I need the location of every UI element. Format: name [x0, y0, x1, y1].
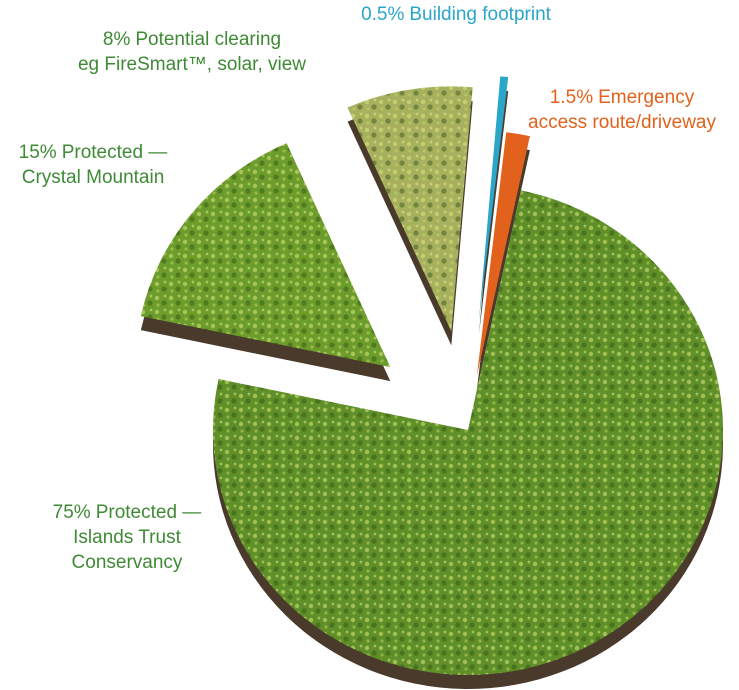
slice-label: 75% Protected —	[53, 502, 202, 523]
slice-depth	[478, 90, 509, 335]
slice	[478, 76, 509, 321]
slice-texture	[140, 143, 391, 368]
category-label: Crystal Mountain	[22, 167, 165, 188]
slice-depth	[476, 146, 530, 390]
slice-label: 1.5% Emergency	[550, 87, 695, 108]
slice-texture	[212, 190, 723, 676]
value-label: 75%	[53, 502, 91, 523]
slice	[476, 132, 530, 376]
category-label: Islands Trust	[73, 527, 181, 548]
category-label: Protected —	[62, 142, 168, 163]
slice-texture	[347, 86, 473, 332]
value-label: 15%	[19, 142, 57, 163]
category-label: Emergency	[598, 87, 695, 108]
category-label: Potential clearing	[135, 29, 281, 50]
value-label: 1.5%	[550, 87, 593, 108]
slice-label: 0.5% Building footprint	[361, 4, 552, 25]
value-label: 0.5%	[361, 4, 404, 25]
category-label: access route/driveway	[528, 112, 716, 133]
category-label: Building footprint	[409, 4, 551, 25]
category-label: Conservancy	[72, 552, 183, 573]
value-label: 8%	[103, 29, 131, 50]
category-label: Protected —	[96, 502, 202, 523]
category-label: eg FireSmart™, solar, view	[78, 54, 306, 75]
slice-label: 15% Protected —	[19, 142, 168, 163]
slice-label: 8% Potential clearing	[103, 29, 281, 50]
